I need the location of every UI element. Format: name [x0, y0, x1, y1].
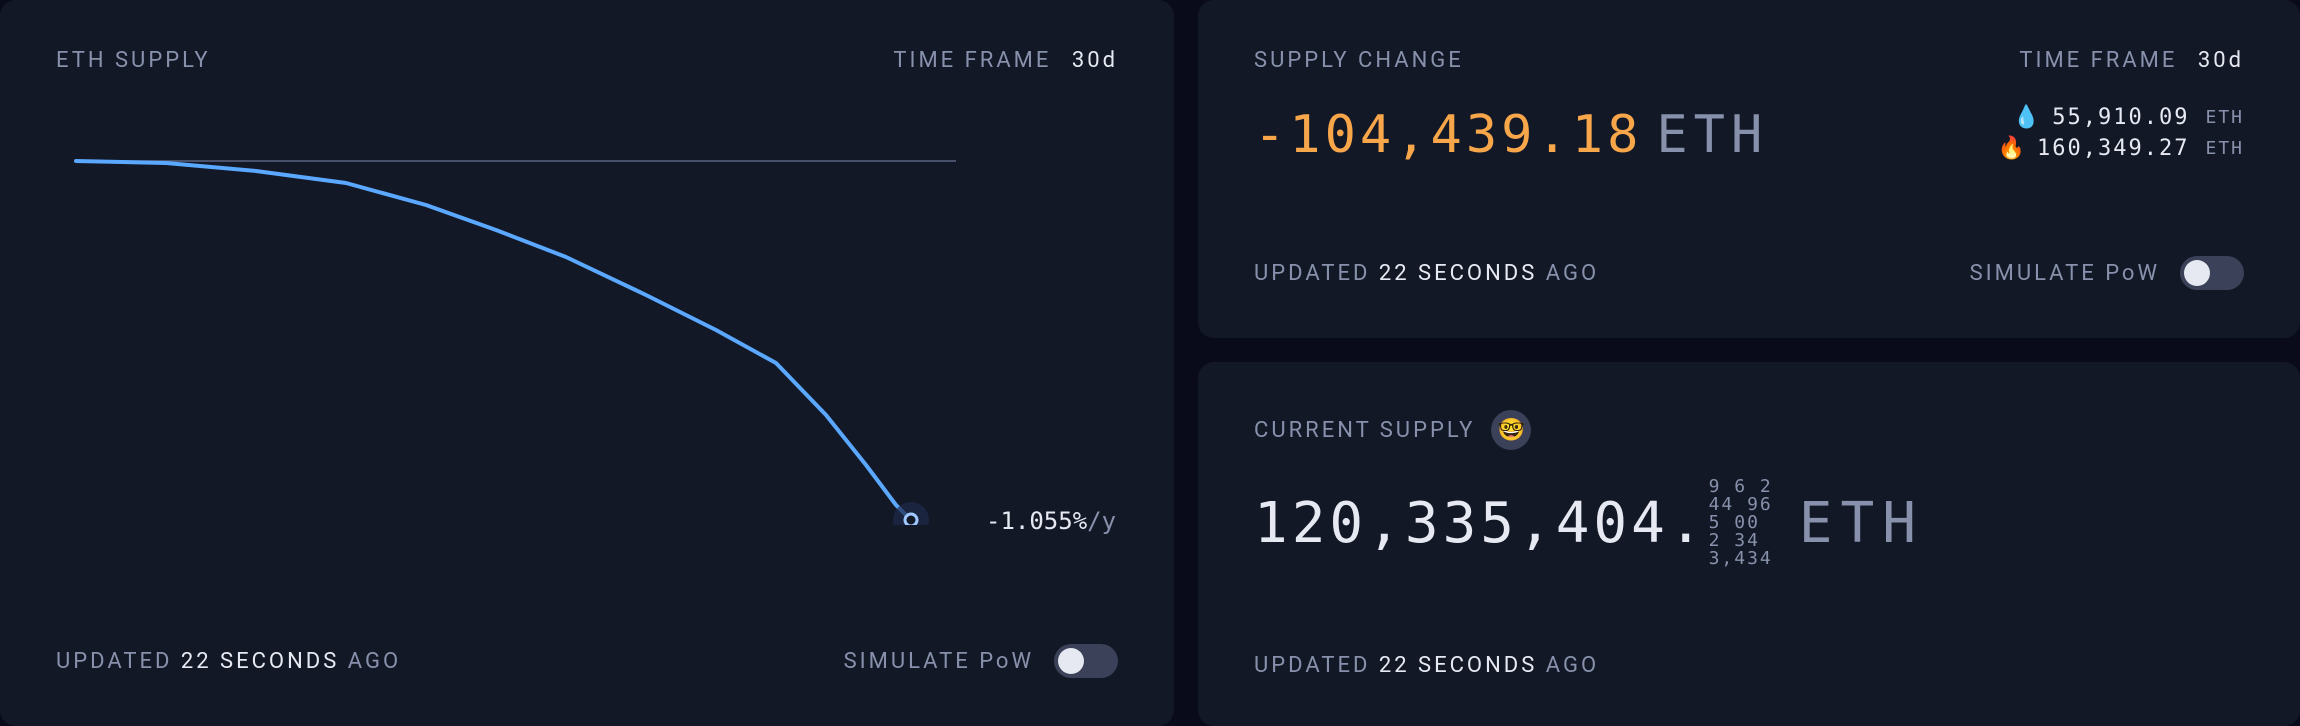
eth-supply-card: ETH SUPPLY TIME FRAME 30d -1.055%/y UPDA…: [0, 0, 1174, 726]
supply-change-simulate-toggle[interactable]: SIMULATE PoW: [1970, 256, 2244, 290]
drop-icon: 💧: [2013, 105, 2042, 130]
supply-fire-row: 🔥 160,349.27 ETH: [1998, 136, 2244, 161]
eth-supply-timeframe[interactable]: TIME FRAME 30d: [893, 48, 1118, 73]
drop-unit: ETH: [2205, 107, 2244, 128]
fire-unit: ETH: [2205, 138, 2244, 159]
current-supply-updated: UPDATED 22 SECONDS AGO: [1254, 653, 1599, 678]
drop-value: 55,910.09: [2052, 105, 2189, 130]
current-supply-integer: 120,335,404.: [1254, 491, 1707, 556]
timeframe-value: 30d: [1072, 48, 1118, 73]
eth-supply-title: ETH SUPPLY: [56, 48, 211, 73]
supply-change-timeframe[interactable]: TIME FRAME 30d: [2019, 48, 2244, 73]
eth-supply-simulate-toggle[interactable]: SIMULATE PoW: [844, 644, 1118, 678]
supply-change-value: -104,439.18ETH: [1254, 105, 1768, 165]
supply-change-updated: UPDATED 22 SECONDS AGO: [1254, 261, 1599, 286]
fire-value: 160,349.27: [2037, 136, 2189, 161]
nerd-icon[interactable]: 🤓: [1491, 410, 1531, 450]
eth-supply-line-chart: [56, 105, 976, 525]
supply-change-unit: ETH: [1656, 105, 1768, 165]
eth-supply-chart: -1.055%/y: [56, 105, 1118, 644]
supply-change-title: SUPPLY CHANGE: [1254, 48, 1464, 73]
eth-supply-updated: UPDATED 22 SECONDS AGO: [56, 649, 401, 674]
current-supply-unit: ETH: [1799, 491, 1924, 556]
current-supply-card: CURRENT SUPPLY 🤓 120,335,404. 9 6 244 96…: [1198, 362, 2300, 726]
simulate-label: SIMULATE PoW: [1970, 261, 2160, 286]
eth-supply-annotation: -1.055%/y: [986, 507, 1116, 535]
annotation-value: -1.055%: [986, 507, 1087, 535]
timeframe-value: 30d: [2198, 48, 2244, 73]
toggle-knob: [2184, 260, 2210, 286]
current-supply-title: CURRENT SUPPLY: [1254, 418, 1475, 443]
current-supply-rolling-digits: 9 6 244 965 002 343,434: [1709, 478, 1773, 568]
current-supply-value: 120,335,404. 9 6 244 965 002 343,434 ETH: [1254, 478, 2244, 568]
timeframe-label: TIME FRAME: [2019, 48, 2177, 73]
timeframe-label: TIME FRAME: [893, 48, 1051, 73]
supply-change-card: SUPPLY CHANGE TIME FRAME 30d -104,439.18…: [1198, 0, 2300, 338]
toggle-switch[interactable]: [1054, 644, 1118, 678]
toggle-knob: [1058, 648, 1084, 674]
supply-drop-row: 💧 55,910.09 ETH: [2013, 105, 2244, 130]
simulate-label: SIMULATE PoW: [844, 649, 1034, 674]
toggle-switch[interactable]: [2180, 256, 2244, 290]
fire-icon: 🔥: [1998, 136, 2027, 161]
annotation-unit: /y: [1087, 507, 1116, 535]
